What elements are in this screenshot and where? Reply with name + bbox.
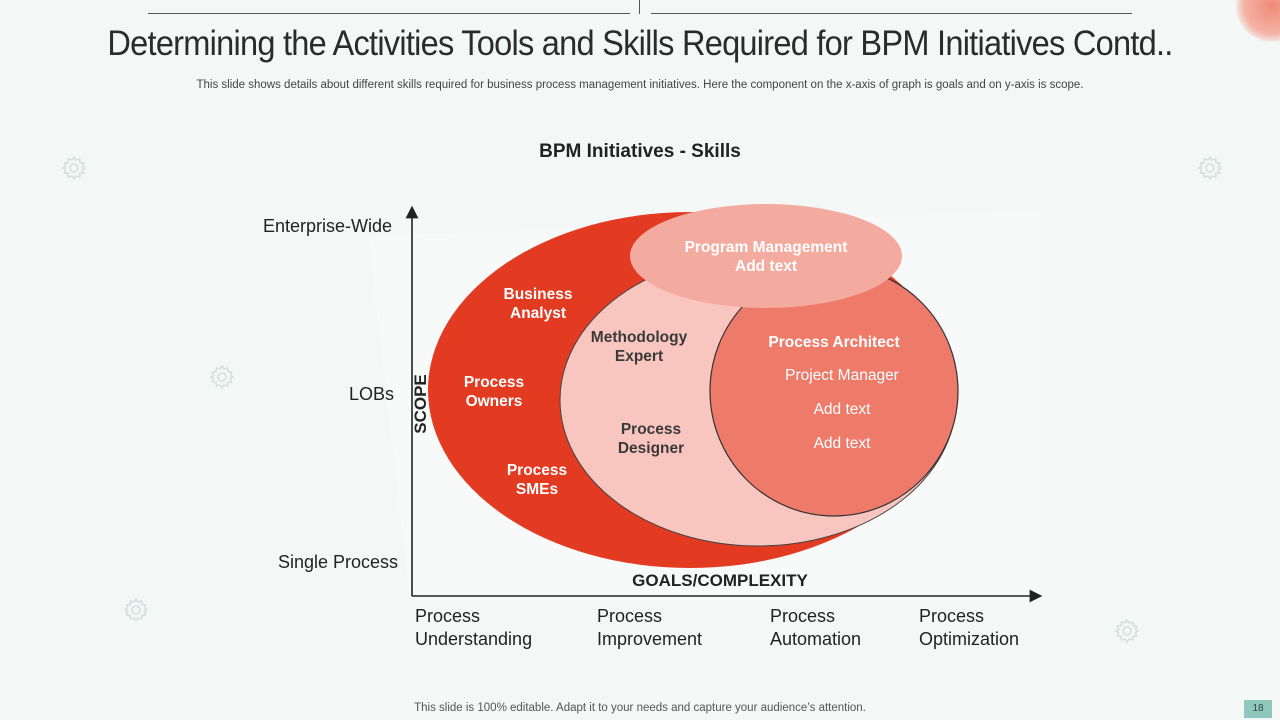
label-line: Process: [620, 421, 682, 438]
top-rule-tick: [639, 0, 640, 14]
outer-label-process-smes: Process SMEs: [477, 461, 597, 499]
label-line: Program Management: [684, 239, 848, 256]
footer-note: This slide is 100% editable. Adapt it to…: [414, 702, 866, 714]
outer-label-business-analyst: Business Analyst: [478, 285, 598, 323]
page-number: 18: [1244, 700, 1272, 718]
x-axis-title: GOALS/COMPLEXITY: [632, 571, 808, 590]
x-level-line2: Automation: [770, 629, 862, 649]
label-line: SMEs: [515, 481, 559, 498]
gear-icon: [1197, 155, 1223, 181]
label-line: Add text: [735, 258, 797, 275]
x-level-label: Process Optimization: [919, 605, 1019, 651]
middle-label-process-designer: Process Designer: [586, 420, 716, 458]
label-line: Process: [506, 462, 568, 479]
x-level-label: Process Improvement: [597, 605, 702, 651]
gear-icon: [209, 364, 235, 390]
middle-label-methodology-expert: Methodology Expert: [574, 328, 704, 366]
top-rule-right: [651, 13, 1132, 14]
x-level-label: Process Understanding: [415, 605, 532, 651]
x-level-line1: Process: [770, 606, 836, 626]
outer-label-process-owners: Process Owners: [434, 373, 554, 411]
x-level-line1: Process: [919, 606, 985, 626]
y-level-label: Single Process: [277, 552, 398, 572]
label-line: Business: [503, 286, 573, 303]
label-line: Process: [463, 374, 525, 391]
label-line: Owners: [465, 393, 523, 410]
x-level-line2: Optimization: [919, 629, 1020, 649]
x-level-line2: Understanding: [415, 629, 533, 649]
x-level-line2: Improvement: [597, 629, 703, 649]
inner-label-title: Process Architect: [768, 334, 900, 351]
label-line: Designer: [617, 440, 685, 457]
inner-label-item: Add text: [813, 435, 871, 452]
inner-label-item: Project Manager: [785, 367, 899, 384]
gear-icon: [123, 597, 149, 623]
gear-icon: [61, 155, 87, 181]
top-label-program-management: Program Management Add text: [656, 238, 876, 276]
y-axis-title: SCOPE: [411, 374, 430, 434]
x-level-line1: Process: [597, 606, 663, 626]
y-level-label: LOBs: [348, 384, 394, 404]
x-level-label: Process Automation: [770, 605, 861, 651]
label-line: Expert: [614, 348, 664, 365]
gear-icon: [1114, 618, 1140, 644]
y-level-label: Enterprise-Wide: [262, 216, 392, 236]
x-level-line1: Process: [415, 606, 481, 626]
top-region: [630, 204, 902, 308]
label-line: Analyst: [510, 305, 566, 322]
slide-title: Determining the Activities Tools and Ski…: [107, 24, 1173, 63]
label-line: Methodology: [590, 329, 688, 346]
slide-subtitle: This slide shows details about different…: [196, 79, 1084, 91]
inner-label-item: Add text: [813, 401, 871, 418]
chart-title: BPM Initiatives - Skills: [539, 141, 741, 162]
top-rule-left: [148, 13, 630, 14]
